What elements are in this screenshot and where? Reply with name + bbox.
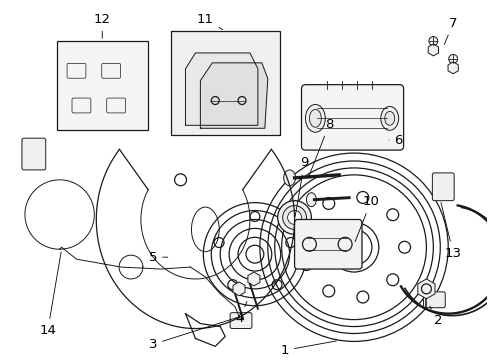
- Ellipse shape: [428, 37, 437, 45]
- Text: 6: 6: [388, 134, 402, 147]
- Bar: [170, 31, 279, 135]
- Text: 8: 8: [308, 118, 333, 177]
- Polygon shape: [200, 63, 267, 128]
- Text: 10: 10: [354, 195, 379, 242]
- FancyBboxPatch shape: [301, 85, 403, 150]
- Text: 9: 9: [294, 157, 308, 217]
- Text: 3: 3: [148, 318, 237, 351]
- Ellipse shape: [287, 211, 301, 224]
- Bar: [57, 41, 147, 130]
- Ellipse shape: [277, 201, 311, 234]
- Text: 7: 7: [444, 17, 456, 44]
- Ellipse shape: [448, 54, 457, 63]
- Polygon shape: [185, 53, 257, 125]
- Text: 4: 4: [235, 301, 246, 325]
- Text: 13: 13: [440, 202, 461, 260]
- Ellipse shape: [384, 112, 394, 125]
- Text: 12: 12: [94, 13, 110, 38]
- FancyBboxPatch shape: [294, 220, 361, 269]
- Ellipse shape: [306, 193, 316, 207]
- FancyBboxPatch shape: [431, 173, 453, 201]
- Ellipse shape: [309, 109, 321, 127]
- Ellipse shape: [283, 170, 295, 186]
- FancyBboxPatch shape: [22, 138, 46, 170]
- Ellipse shape: [380, 107, 398, 130]
- Text: 1: 1: [280, 341, 336, 357]
- Text: 2: 2: [429, 306, 442, 327]
- Text: 14: 14: [39, 252, 61, 337]
- Ellipse shape: [305, 104, 325, 132]
- FancyBboxPatch shape: [423, 292, 445, 308]
- Text: 11: 11: [197, 13, 223, 30]
- Text: 5: 5: [148, 251, 167, 264]
- Ellipse shape: [282, 206, 306, 229]
- FancyBboxPatch shape: [230, 313, 251, 329]
